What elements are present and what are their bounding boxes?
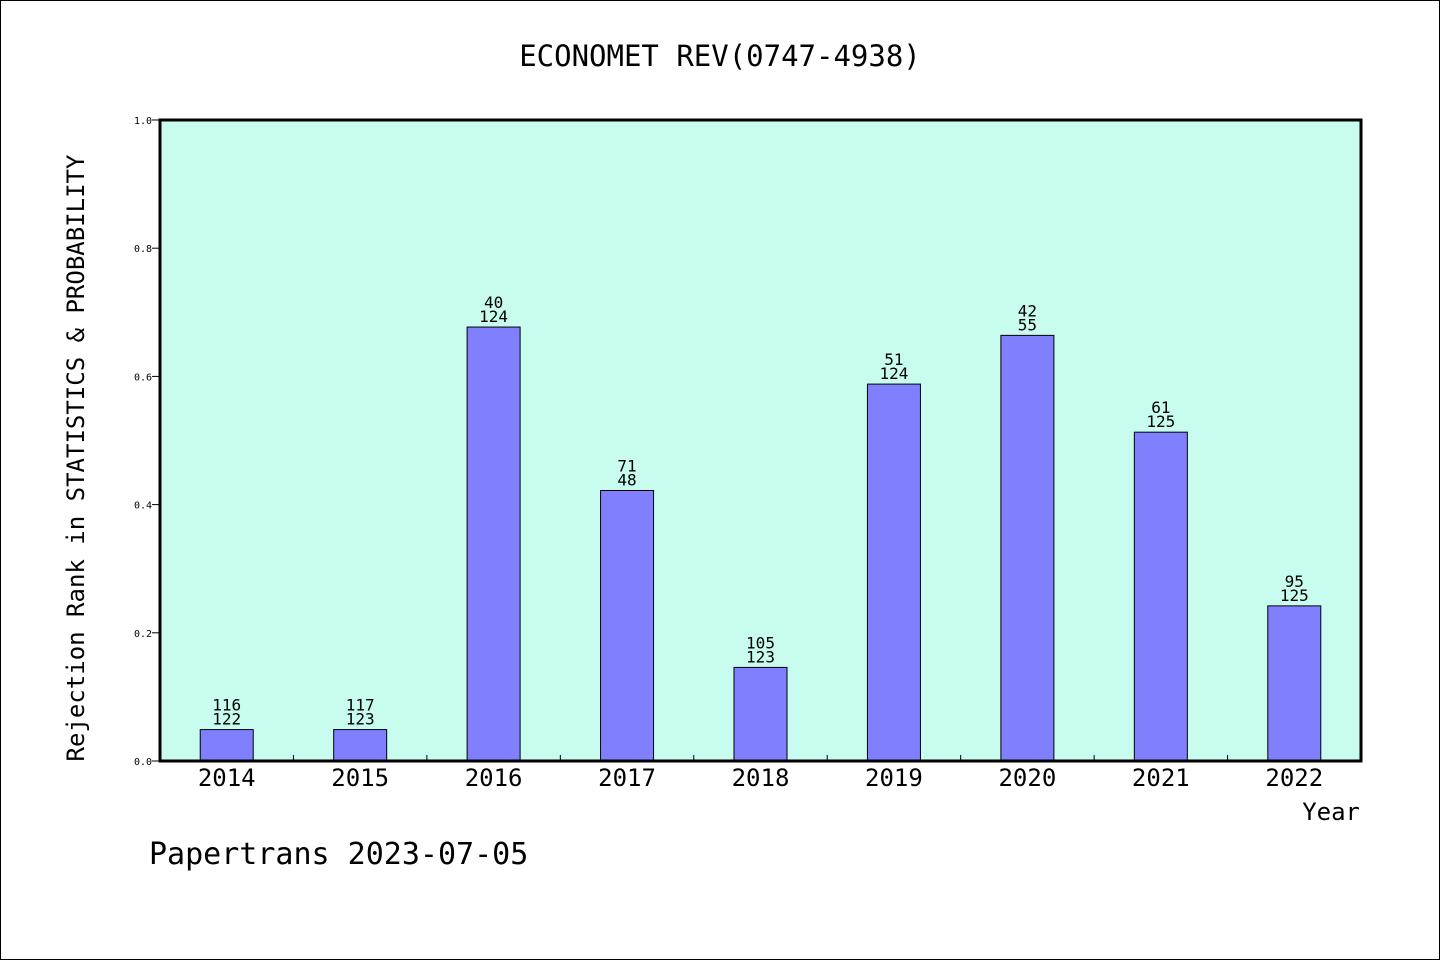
bar-label-top: 105 — [746, 633, 775, 652]
x-tick-label: 2016 — [465, 764, 523, 792]
bar-label-top: 61 — [1151, 398, 1170, 417]
bars: 1161221171234012471481051235112442556112… — [199, 293, 1322, 762]
bar-label-bottom: 123 — [746, 647, 775, 666]
bar-2015 — [333, 729, 388, 762]
bar-label-bottom: 125 — [1280, 586, 1309, 605]
y-tick-label: 1.0 — [134, 116, 152, 127]
bar-2014 — [199, 729, 254, 762]
bar-label-top: 71 — [617, 456, 636, 475]
bar-2019 — [866, 383, 921, 762]
x-tick-label: 2015 — [331, 764, 389, 792]
bar-label-bottom: 48 — [617, 470, 636, 489]
bar-label-top: 51 — [884, 350, 903, 369]
bar-label-bottom: 55 — [1018, 315, 1037, 334]
x-tick-label: 2021 — [1132, 764, 1190, 792]
bar-2022 — [1267, 605, 1322, 762]
x-tick-label: 2017 — [598, 764, 656, 792]
x-tick-label: 2022 — [1265, 764, 1323, 792]
x-tick-label: 2019 — [865, 764, 923, 792]
y-tick-label: 0.4 — [134, 501, 152, 512]
footer-text: Papertrans 2023-07-05 — [149, 837, 528, 872]
chart-title: ECONOMET REV(0747-4938) — [519, 39, 921, 73]
bar-label-bottom: 122 — [212, 710, 241, 729]
y-axis-ticks: 0.0 0.2 0.4 0.6 0.8 1.0 — [134, 116, 160, 768]
y-tick-label: 0.0 — [134, 757, 152, 768]
bar-label-bottom: 124 — [479, 307, 508, 326]
bar-label-top: 116 — [212, 696, 241, 715]
bar-label-bottom: 125 — [1146, 412, 1175, 431]
y-axis-label: Rejection Rank in STATISTICS & PROBABILI… — [62, 154, 90, 761]
bar-label-bottom: 123 — [346, 710, 375, 729]
y-tick-label: 0.2 — [134, 629, 152, 640]
x-tick-label: 2020 — [998, 764, 1056, 792]
x-axis-label: Year — [1302, 798, 1360, 826]
x-tick-label: 2018 — [732, 764, 790, 792]
bar-2021 — [1133, 431, 1188, 762]
x-axis-ticks: 2014 2015 2016 2017 2018 2019 2020 2021 2022 — [198, 755, 1323, 792]
bar-label-top: 42 — [1018, 301, 1037, 320]
bar-2017 — [600, 489, 655, 762]
bar-2020 — [1000, 334, 1055, 762]
bar-label-bottom: 124 — [879, 364, 908, 383]
plot-border — [158, 118, 1363, 763]
bar-2016 — [466, 326, 521, 762]
bar-label-top: 117 — [346, 696, 375, 715]
y-tick-label: 0.8 — [134, 244, 152, 255]
y-tick-label: 0.6 — [134, 372, 152, 383]
bar-label-top: 95 — [1285, 572, 1304, 591]
x-tick-label: 2014 — [198, 764, 256, 792]
bar-label-top: 40 — [484, 293, 503, 312]
bar-2018 — [733, 666, 788, 762]
